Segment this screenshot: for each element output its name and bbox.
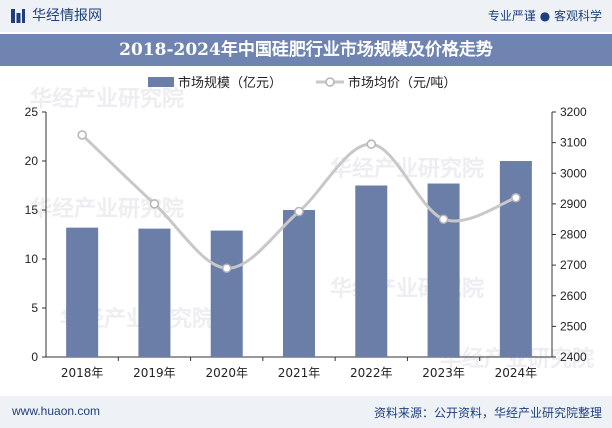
y-right-tick-label: 2500 [560, 319, 587, 333]
y-right-tick-label: 3000 [560, 166, 587, 180]
watermark-text: 华经产业研究院 [30, 86, 184, 112]
y-right-tick-label: 3200 [560, 105, 587, 119]
line-point-average-price [438, 214, 449, 224]
bar-market-size [355, 185, 388, 357]
line-point-average-price [511, 193, 521, 203]
chart-title: 2018-2024年中国硅肥行业市场规模及价格走势 [119, 40, 493, 60]
footer-bar: www.huaon.com 资料来源：公开资料，华经产业研究院整理 [0, 396, 612, 428]
y-left-tick-label: 25 [25, 105, 39, 119]
y-right-tick-label: 3100 [560, 136, 587, 150]
bar-market-size [210, 230, 243, 357]
title-band: 2018-2024年中国硅肥行业市场规模及价格走势 [0, 34, 612, 66]
line-point-average-price [149, 199, 160, 209]
chart-area: 华经产业研究院华经产业研究院华经产业研究院华经产业研究院华经产业研究院华经产业研… [25, 75, 594, 380]
watermark-text: 华经产业研究院 [330, 276, 484, 302]
website-link[interactable]: www.huaon.com [12, 404, 101, 418]
bar-market-size [66, 227, 99, 357]
y-left-tick-label: 15 [25, 203, 39, 217]
x-tick-label: 2023年 [422, 366, 465, 380]
x-tick-label: 2024年 [495, 366, 538, 380]
y-right-tick-label: 2400 [560, 350, 587, 364]
line-point-average-price [366, 139, 377, 149]
x-tick-label: 2020年 [205, 366, 248, 380]
header-bar: 华经情报网 专业严谨 ● 客观科学 [0, 0, 612, 32]
y-left-tick-label: 20 [25, 154, 39, 168]
bar-market-size [499, 161, 532, 357]
legend-bar-swatch [148, 77, 174, 87]
y-left-tick-label: 5 [31, 301, 38, 315]
line-point-average-price [294, 206, 304, 217]
brand-name: 华经情报网 [32, 8, 102, 24]
brand-logo-icon [11, 9, 25, 23]
y-left-tick-label: 10 [25, 252, 39, 266]
y-right-tick-label: 2600 [560, 289, 587, 303]
bar-market-size [138, 228, 171, 357]
bar-market-size [283, 210, 315, 357]
y-left-tick-label: 0 [31, 350, 38, 364]
line-point-average-price [77, 130, 87, 140]
y-right-tick-label: 2800 [560, 228, 587, 242]
x-tick-label: 2021年 [278, 366, 321, 380]
legend-line-marker [325, 77, 335, 87]
legend-bar-label: 市场规模（亿元） [178, 75, 282, 91]
y-right-tick-label: 2900 [560, 197, 587, 211]
x-tick-label: 2018年 [61, 366, 104, 380]
x-tick-label: 2022年 [350, 366, 393, 380]
line-point-average-price [221, 263, 232, 273]
legend-line-label: 市场均价（元/吨） [348, 75, 456, 91]
x-tick-label: 2019年 [133, 366, 176, 380]
y-right-tick-label: 2700 [560, 258, 587, 272]
slogan: 专业严谨 ● 客观科学 [487, 9, 602, 23]
source-note: 资料来源：公开资料，华经产业研究院整理 [373, 406, 602, 420]
